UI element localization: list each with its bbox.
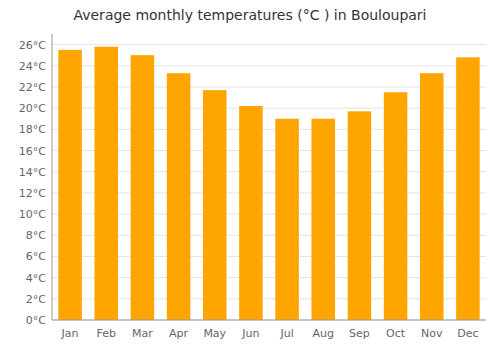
- x-axis: Jan Feb Mar Apr May Jun Jul Aug Sep Oct Nov Dec: [52, 320, 486, 340]
- x-tick-label: Oct: [386, 327, 406, 340]
- bar: [384, 92, 408, 320]
- bar: [203, 90, 227, 320]
- y-tick-label: 0°C: [26, 314, 46, 327]
- y-tick-label: 24°C: [19, 60, 46, 73]
- x-tick-label: Jun: [241, 327, 259, 340]
- grid-line: [52, 320, 486, 321]
- grid-line: [52, 44, 486, 45]
- x-tick-label: Jan: [61, 327, 79, 340]
- x-tick-label: Apr: [169, 327, 189, 340]
- bar: [239, 106, 263, 320]
- bar: [348, 111, 372, 320]
- x-tick-label: Feb: [97, 327, 116, 340]
- x-tick-label: Sep: [349, 327, 370, 340]
- y-tick-label: 14°C: [19, 166, 46, 179]
- chart-title: Average monthly temperatures (°C ) in Bo…: [73, 7, 426, 23]
- y-tick-label: 6°C: [26, 250, 46, 263]
- y-axis: 0°C 2°C 4°C 6°C 8°C 10°C 12°C 14°C 16°C 18°C 20°C 2…: [19, 34, 486, 327]
- y-tick-label: 12°C: [19, 187, 46, 200]
- y-tick-label: 2°C: [26, 293, 46, 306]
- bar: [94, 47, 118, 320]
- y-tick-label: 16°C: [19, 145, 46, 158]
- bar: [58, 50, 82, 320]
- y-tick-label: 22°C: [19, 81, 46, 94]
- y-tick-label: 18°C: [19, 123, 46, 136]
- x-tick-label: Nov: [421, 327, 443, 340]
- bars: [58, 47, 479, 320]
- x-axis-line: [52, 320, 486, 321]
- bar: [131, 55, 155, 320]
- x-tick-label: Mar: [132, 327, 153, 340]
- y-tick-label: 10°C: [19, 208, 46, 221]
- y-tick-label: 8°C: [26, 229, 46, 242]
- bar: [456, 57, 480, 320]
- x-tick-label: Aug: [313, 327, 334, 340]
- bar: [275, 119, 299, 320]
- chart-svg: Average monthly temperatures (°C ) in Bo…: [0, 0, 500, 350]
- y-tick-label: 4°C: [26, 272, 46, 285]
- x-tick-label: Dec: [457, 327, 478, 340]
- y-axis-line: [52, 34, 53, 320]
- x-tick-label: Jul: [279, 327, 293, 340]
- bar: [420, 73, 444, 320]
- bar: [167, 73, 191, 320]
- y-tick-label: 26°C: [19, 39, 46, 52]
- y-tick-label: 20°C: [19, 102, 46, 115]
- bar: [311, 119, 335, 320]
- chart-container: Average monthly temperatures (°C ) in Bo…: [0, 0, 500, 350]
- x-tick-label: May: [203, 327, 226, 340]
